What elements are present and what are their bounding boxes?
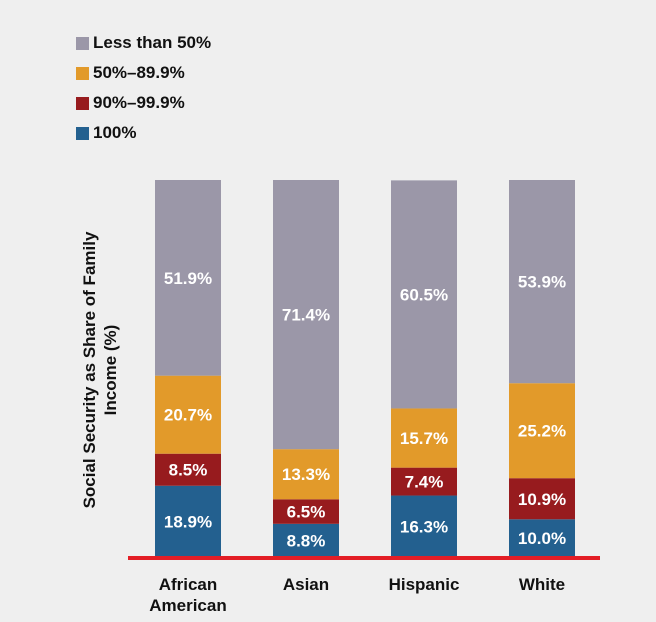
legend-label: 90%–99.9% bbox=[93, 93, 185, 112]
legend-swatch-100 bbox=[76, 126, 89, 140]
bar-segment bbox=[273, 180, 339, 450]
bar-segment bbox=[273, 523, 339, 557]
legend-item-90-99: 90%–99.9% bbox=[76, 90, 211, 116]
data-label: 7.4% bbox=[405, 473, 444, 492]
x-tick-label: Hispanic bbox=[388, 575, 460, 594]
bar-segment bbox=[509, 180, 575, 384]
legend-label: 50%–89.9% bbox=[93, 63, 185, 82]
data-label: 51.9% bbox=[164, 269, 212, 288]
legend-item-50-89: 50%–89.9% bbox=[76, 60, 211, 86]
data-label: 71.4% bbox=[282, 306, 330, 325]
legend-swatch-90-99 bbox=[76, 96, 89, 110]
data-label: 10.9% bbox=[518, 490, 566, 509]
bar-segment bbox=[509, 383, 575, 479]
bar-segment bbox=[155, 453, 221, 486]
bar-segment bbox=[273, 449, 339, 500]
legend: Less than 50% 50%–89.9% 90%–99.9% 100% bbox=[76, 30, 211, 150]
data-label: 18.9% bbox=[164, 512, 212, 531]
bar-segment bbox=[155, 485, 221, 557]
bar-segment bbox=[391, 495, 457, 557]
bar-segment bbox=[155, 375, 221, 454]
legend-label: 100% bbox=[93, 123, 137, 142]
bar-segment bbox=[509, 519, 575, 557]
legend-item-100: 100% bbox=[76, 120, 211, 146]
x-tick-label: Asian bbox=[282, 575, 330, 594]
data-label: 10.0% bbox=[518, 529, 566, 548]
x-tick-label: African American bbox=[149, 575, 227, 615]
data-label: 8.8% bbox=[287, 531, 326, 550]
legend-swatch-less-than-50 bbox=[76, 36, 89, 50]
x-tick-label: White bbox=[518, 575, 566, 594]
legend-label: Less than 50% bbox=[93, 33, 212, 52]
legend-swatch-50-89 bbox=[76, 66, 89, 80]
bar-segment bbox=[391, 467, 457, 496]
bar-segment bbox=[509, 478, 575, 520]
data-label: 8.5% bbox=[169, 461, 208, 480]
bar-segment bbox=[391, 408, 457, 468]
data-label: 53.9% bbox=[518, 273, 566, 292]
data-label: 13.3% bbox=[282, 465, 330, 484]
data-label: 6.5% bbox=[287, 503, 326, 522]
bar-segment bbox=[273, 499, 339, 524]
data-label: 25.2% bbox=[518, 422, 566, 441]
legend-item-less-than-50: Less than 50% bbox=[76, 30, 211, 56]
data-label: 60.5% bbox=[400, 285, 448, 304]
data-label: 20.7% bbox=[164, 406, 212, 425]
bar-segment bbox=[391, 180, 457, 409]
data-label: 16.3% bbox=[400, 517, 448, 536]
bar-segment bbox=[155, 180, 221, 376]
data-label: 15.7% bbox=[400, 429, 448, 448]
